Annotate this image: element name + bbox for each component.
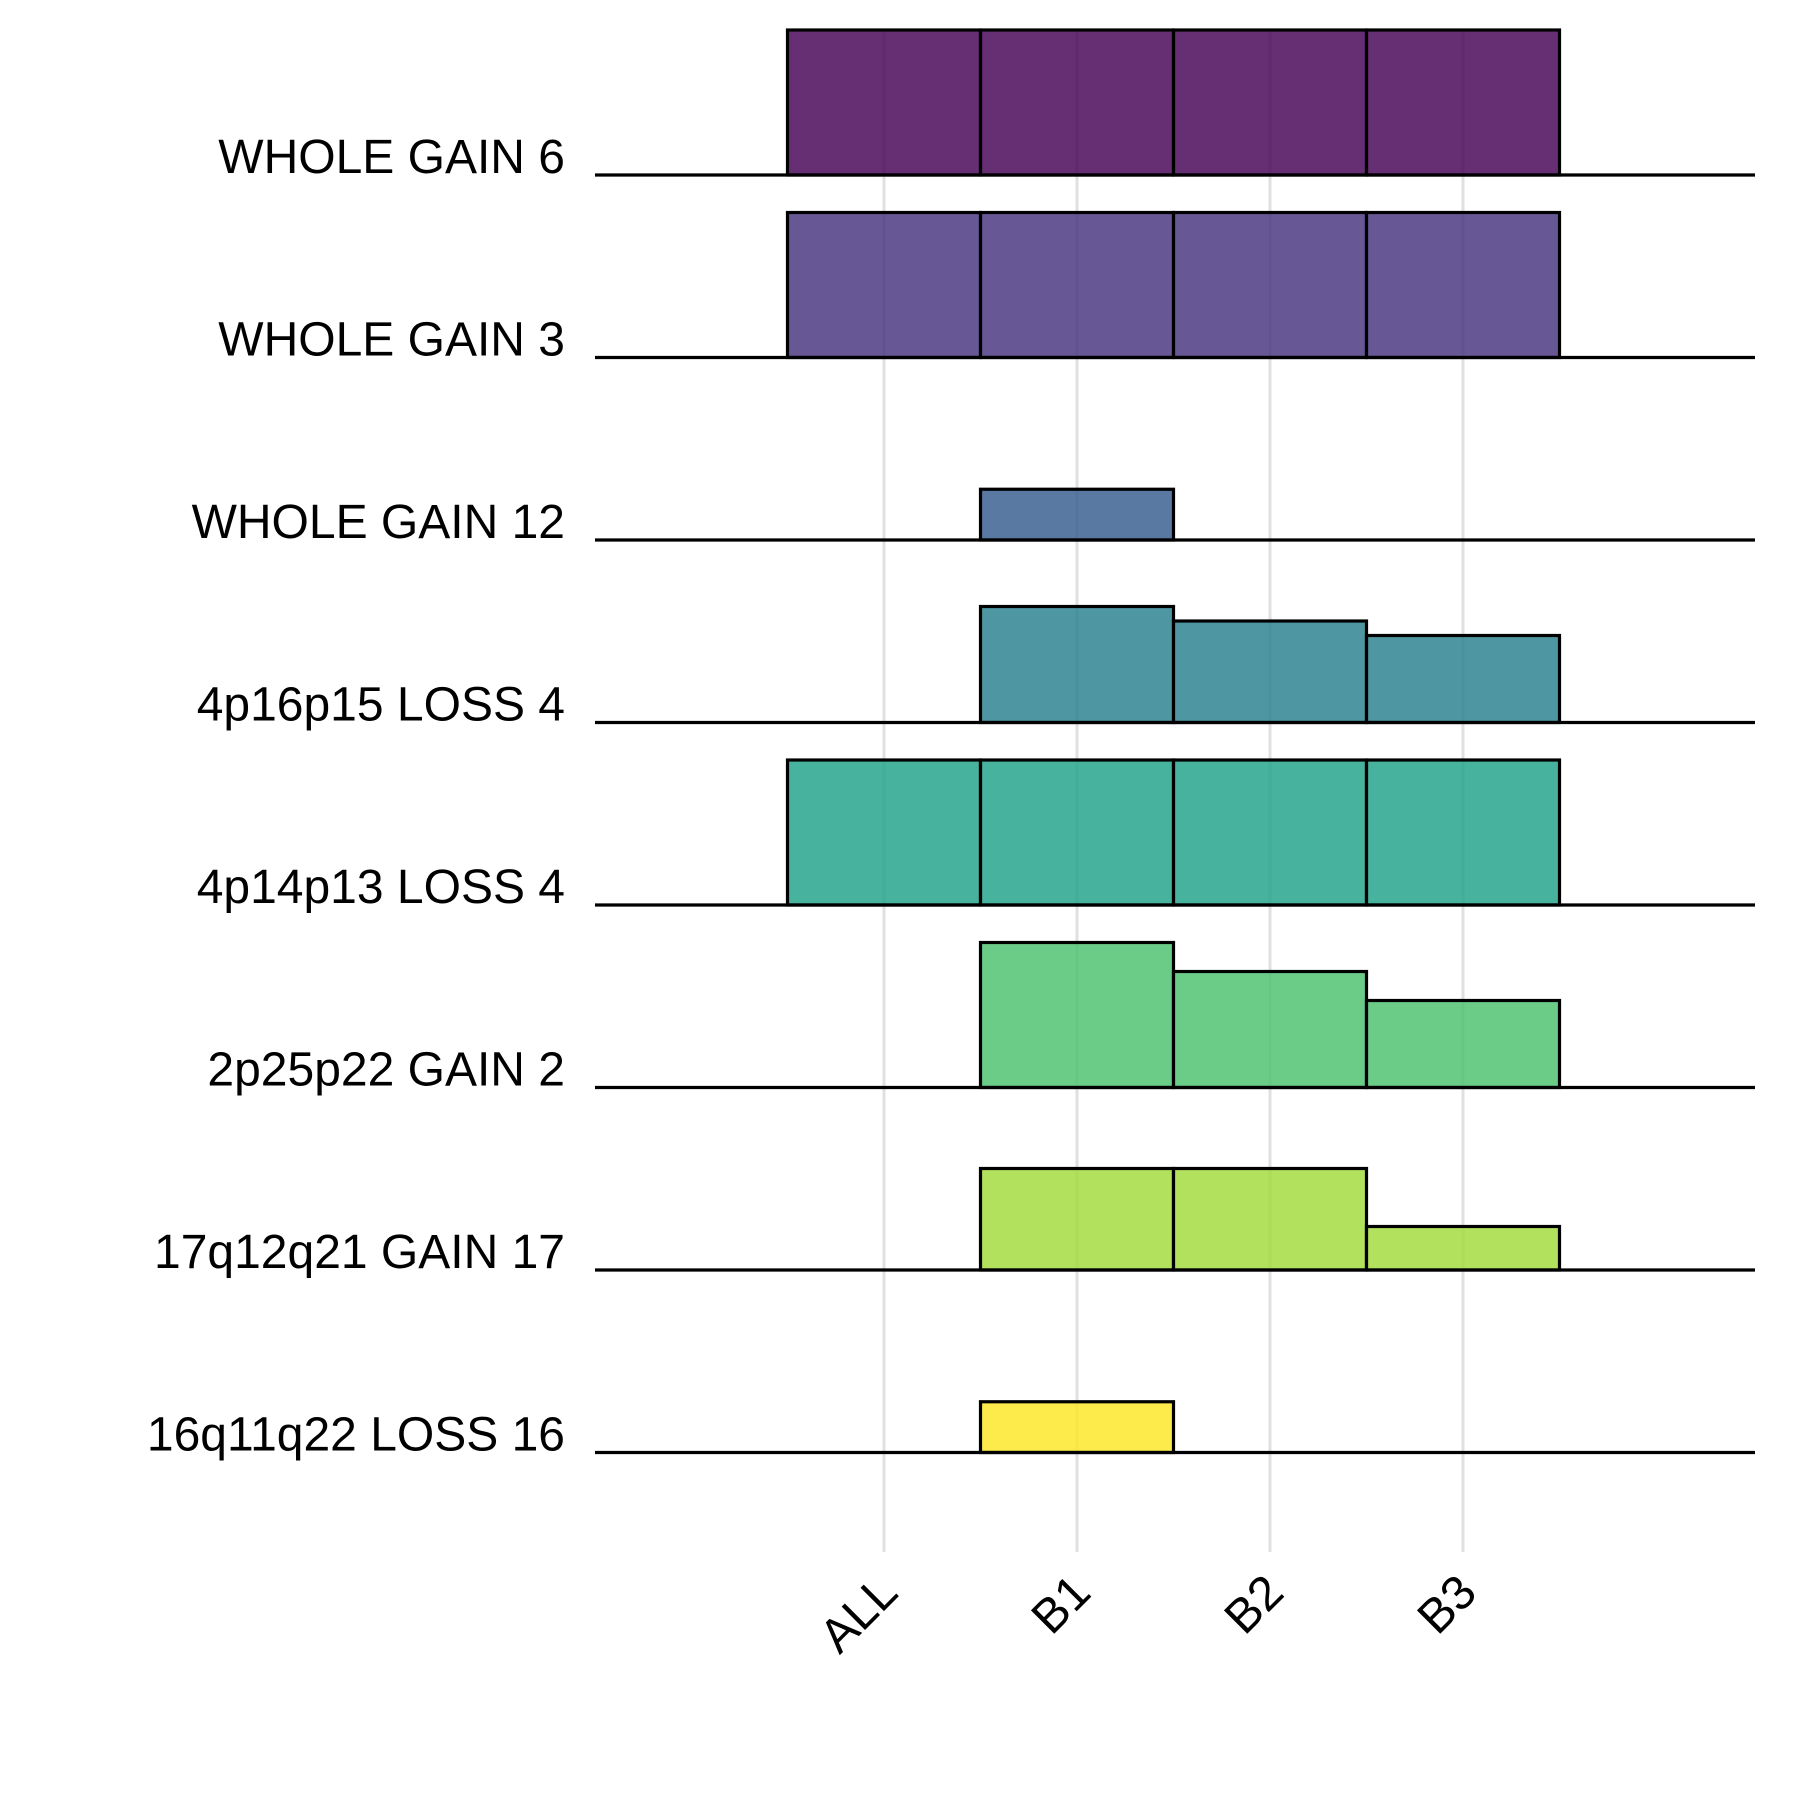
row-5: 4p14p13 LOSS 4 [197,758,1755,914]
bar-4-b2 [1171,619,1369,725]
bar-1-all [785,28,983,177]
row-8: 16q11q22 LOSS 16 [147,1400,1755,1462]
row-label: WHOLE GAIN 3 [218,314,565,367]
bar-5-b1 [978,758,1176,907]
bar-5-all [785,758,983,907]
row-label: 2p25p22 GAIN 2 [207,1044,565,1097]
x-tick-label-all: ALL [810,1565,908,1663]
bar-1-b2 [1171,28,1369,177]
row-7: 17q12q21 GAIN 17 [154,1166,1755,1279]
bar-3-b1 [978,487,1176,542]
rows-layer: WHOLE GAIN 6 WHOLE GAIN 3 WHOLE GAIN 12 4p1… [147,28,1755,1462]
row-label: 4p16p15 LOSS 4 [197,679,565,732]
bar-2-b2 [1171,210,1369,360]
bar-1-b1 [978,28,1176,177]
row-2: WHOLE GAIN 3 [218,210,1755,367]
row-3: WHOLE GAIN 12 [192,487,1755,549]
row-6: 2p25p22 GAIN 2 [207,940,1755,1097]
x-tick-label-b1: B1 [1022,1565,1101,1644]
x-axis: ALL B1 B2 B3 [810,1565,1487,1663]
bar-4-b1 [978,604,1176,725]
row-1: WHOLE GAIN 6 [218,28,1755,184]
x-tick-label-b3: B3 [1408,1565,1487,1644]
bar-7-b3 [1364,1224,1562,1272]
bar-4-b3 [1364,633,1562,725]
bar-2-b1 [978,210,1176,360]
row-label: 16q11q22 LOSS 16 [147,1409,565,1462]
bar-7-b1 [978,1166,1176,1272]
row-4: 4p16p15 LOSS 4 [197,604,1755,732]
bar-6-b3 [1364,998,1562,1090]
bar-2-b3 [1364,210,1562,360]
bar-6-b1 [978,940,1176,1090]
bar-7-b2 [1171,1166,1369,1272]
row-label: 17q12q21 GAIN 17 [154,1226,565,1279]
bar-8-b1 [978,1400,1176,1455]
bar-6-b2 [1171,969,1369,1090]
row-label: 4p14p13 LOSS 4 [197,861,565,914]
bar-2-all [785,210,983,360]
bar-5-b3 [1364,758,1562,907]
row-label: WHOLE GAIN 6 [218,131,565,184]
bar-5-b2 [1171,758,1369,907]
bar-1-b3 [1364,28,1562,177]
x-tick-label-b2: B2 [1215,1565,1294,1644]
row-label: WHOLE GAIN 12 [192,496,565,549]
